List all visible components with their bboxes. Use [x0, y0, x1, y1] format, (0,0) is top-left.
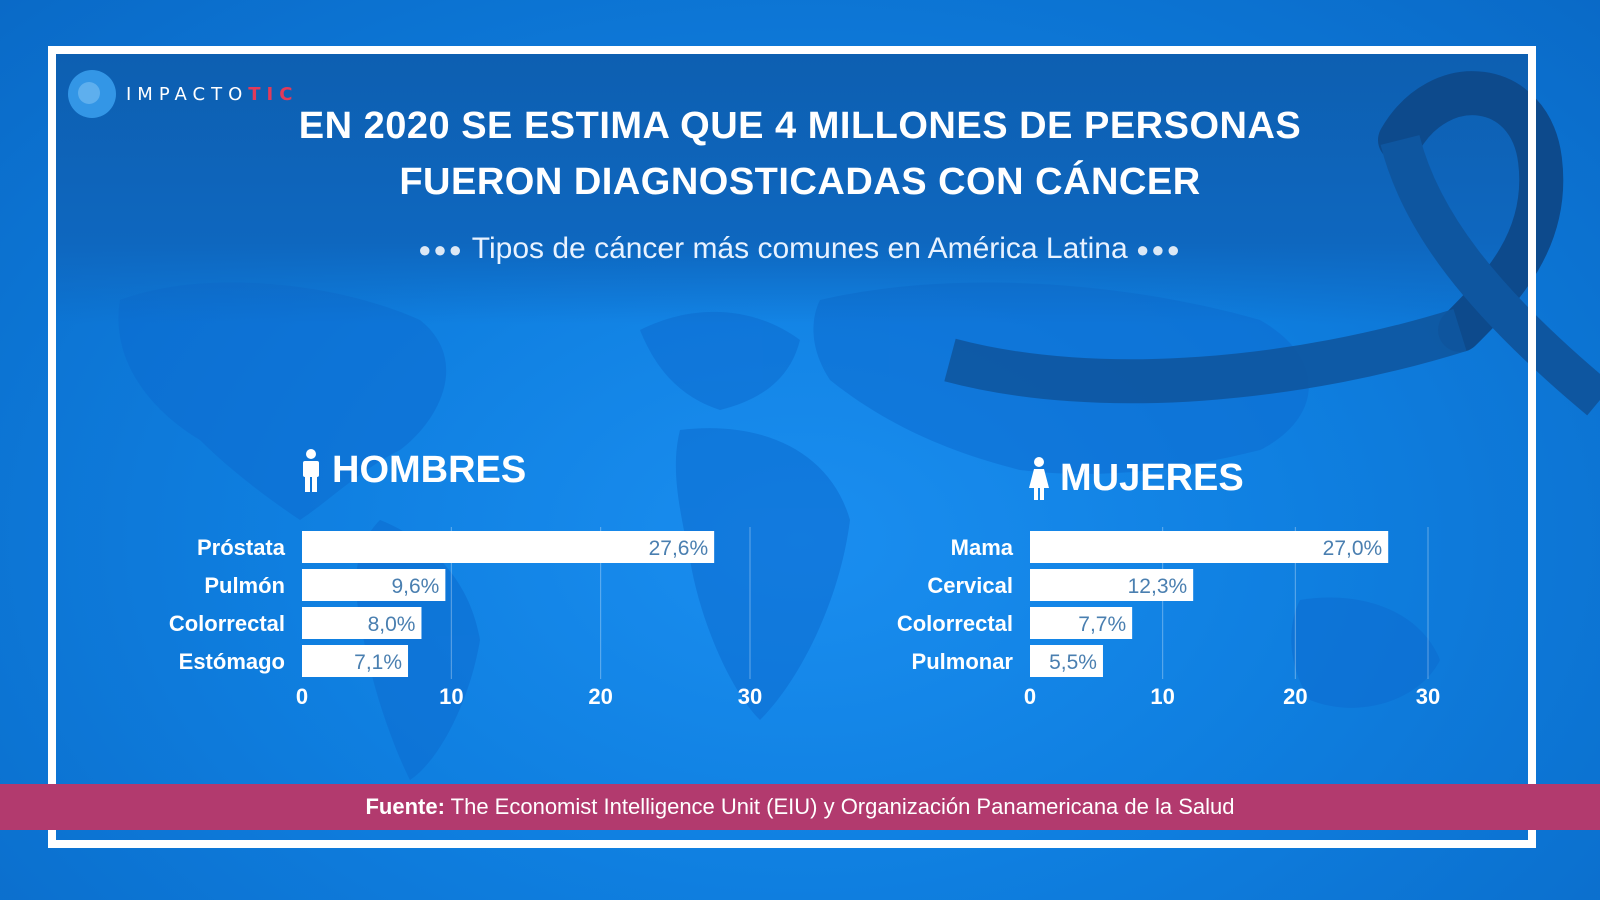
women-bar [1030, 607, 1133, 639]
logo: IMPACTOTIC [68, 70, 298, 118]
logo-icon [68, 70, 116, 118]
subtitle: ●●● Tipos de cáncer más comunes en Améri… [200, 232, 1400, 266]
women-category-label: Colorrectal [897, 611, 1013, 636]
source-footer: Fuente: The Economist Intelligence Unit … [0, 784, 1600, 830]
logo-text: IMPACTO [126, 83, 249, 105]
men-category-label: Estómago [179, 649, 285, 674]
men-category-label: Colorrectal [169, 611, 285, 636]
dots-left-icon: ●●● [418, 237, 464, 263]
women-tick-label: 10 [1150, 684, 1174, 709]
women-bar [1030, 531, 1389, 563]
men-bar [302, 531, 715, 563]
men-value-label: 27,6% [649, 537, 709, 560]
women-title: MUJERES [1060, 456, 1244, 499]
women-value-label: 7,7% [1078, 613, 1126, 636]
men-category-label: Próstata [197, 535, 286, 560]
white-frame [48, 46, 1536, 848]
title-line-2: FUERON DIAGNOSTICADAS CON CÁNCER [399, 161, 1201, 203]
men-value-label: 8,0% [368, 613, 416, 636]
men-tick-label: 20 [588, 684, 612, 709]
women-tick-label: 20 [1283, 684, 1307, 709]
logo-text-accent: TIC [248, 83, 299, 105]
women-bar [1030, 569, 1194, 601]
women-bar [1030, 645, 1103, 677]
women-value-label: 5,5% [1049, 651, 1097, 674]
source-text: The Economist Intelligence Unit (EIU) y … [450, 794, 1235, 819]
women-tick-label: 30 [1416, 684, 1440, 709]
subtitle-text: Tipos de cáncer más comunes en América L… [471, 232, 1128, 265]
source-label: Fuente: [365, 794, 445, 819]
header-band [56, 54, 1528, 324]
men-bar [302, 607, 422, 639]
men-tick-label: 10 [439, 684, 463, 709]
women-category-label: Cervical [927, 573, 1013, 598]
men-bar [302, 569, 446, 601]
dots-right-icon: ●●● [1136, 237, 1182, 263]
panel-title-men: HOMBRES [300, 448, 526, 492]
women-category-label: Pulmonar [912, 649, 1014, 674]
male-icon [303, 449, 319, 492]
panel-title-women: MUJERES [1028, 456, 1244, 500]
title-line-1: EN 2020 SE ESTIMA QUE 4 MILLONES DE PERS… [298, 105, 1302, 147]
men-value-label: 9,6% [391, 575, 439, 598]
men-value-label: 7,1% [354, 651, 402, 674]
men-title: HOMBRES [332, 448, 527, 491]
women-value-label: 27,0% [1323, 537, 1383, 560]
men-category-label: Pulmón [204, 573, 285, 598]
men-tick-label: 30 [738, 684, 762, 709]
men-tick-label: 0 [296, 684, 308, 709]
female-icon [1029, 457, 1049, 500]
women-value-label: 12,3% [1128, 575, 1188, 598]
men-bar [302, 645, 409, 677]
women-category-label: Mama [951, 535, 1014, 560]
women-tick-label: 0 [1024, 684, 1036, 709]
